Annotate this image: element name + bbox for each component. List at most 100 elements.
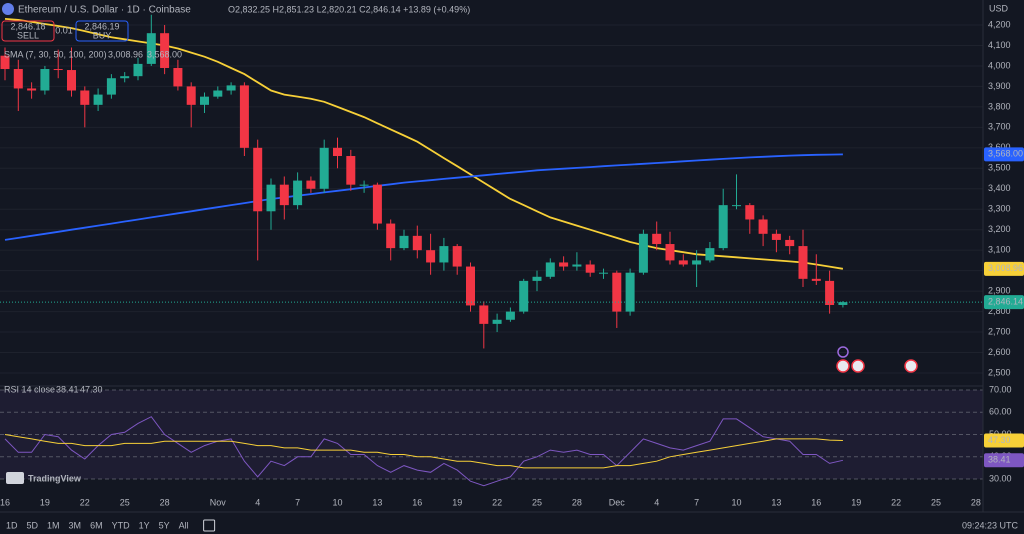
price-badge	[984, 433, 1024, 448]
logo-mark	[6, 472, 24, 484]
candle-body	[798, 246, 808, 279]
x-tick-label: Nov	[210, 497, 227, 507]
x-tick-label: 19	[851, 497, 861, 507]
x-tick-label: 22	[492, 497, 502, 507]
rsi-ma-value: 47.30	[80, 384, 103, 394]
candle-body	[785, 239, 795, 247]
price-badge-label: 3,568.00	[988, 149, 1023, 159]
candle-body	[492, 319, 502, 324]
price-badge	[984, 147, 1024, 162]
price-badge	[984, 453, 1024, 468]
candle-body	[239, 85, 249, 148]
calendar-icon[interactable]	[203, 519, 216, 532]
rsi-tick-label: 70.00	[989, 384, 1012, 394]
range-button[interactable]: 5Y	[159, 520, 170, 530]
buy-button[interactable]	[75, 20, 129, 42]
candle-body	[266, 184, 276, 212]
candle-body	[838, 302, 848, 305]
price-badge	[984, 261, 1024, 276]
symbol: Ethereum / U.S. Dollar · 1D · Coinbase	[18, 5, 191, 16]
candle-body	[120, 76, 130, 79]
price-badge-label: 38.41	[988, 455, 1011, 465]
candle-body	[319, 147, 329, 189]
candle-body	[399, 235, 409, 249]
rsi-tick-label: 30.00	[989, 473, 1012, 483]
candle-body	[652, 233, 662, 245]
sma-line	[4, 18, 844, 270]
x-tick-label: 28	[160, 497, 170, 507]
candle-body	[53, 69, 63, 71]
y-tick-label: 2,700	[988, 326, 1011, 336]
candle-body	[771, 233, 781, 240]
sell-label: SELL	[17, 30, 39, 40]
buy-label: BUY	[93, 30, 112, 40]
logo: TradingView	[28, 473, 82, 483]
candle-body	[253, 147, 263, 212]
rsi-value: 38.41	[56, 384, 79, 394]
candle-body	[612, 272, 622, 312]
candle-body	[638, 233, 648, 273]
y-tick-label: 4,100	[988, 40, 1011, 50]
y-tick-label: 2,600	[988, 347, 1011, 357]
candle-body	[200, 96, 209, 105]
x-tick-label: 10	[332, 497, 342, 507]
candle-body	[133, 63, 143, 77]
candle-body	[572, 264, 582, 267]
y-tick-label: 3,300	[988, 204, 1011, 214]
candle-body	[532, 276, 542, 281]
candle-body	[718, 205, 728, 249]
range-button[interactable]: 1Y	[139, 520, 150, 530]
rsi-line	[4, 434, 843, 469]
candle-body	[745, 205, 755, 220]
y-tick-label: 3,100	[988, 245, 1011, 255]
event-icon[interactable]	[851, 359, 865, 373]
event-icon[interactable]	[836, 359, 850, 373]
rsi-line	[4, 416, 844, 487]
y-tick-label: 3,900	[988, 81, 1011, 91]
x-tick-label: 10	[731, 497, 741, 507]
candle-body	[226, 85, 236, 91]
range-button[interactable]: All	[179, 520, 189, 530]
candle-body	[27, 88, 37, 91]
candle-body	[412, 235, 422, 251]
candle-body	[13, 69, 23, 89]
candle-body	[505, 311, 515, 320]
range-button[interactable]: 1D	[6, 520, 18, 530]
y-tick-label: 3,200	[988, 224, 1011, 234]
sell-price: 2,846.18	[10, 21, 45, 31]
candle-body	[306, 180, 316, 189]
x-tick-label: 19	[452, 497, 462, 507]
candle-body	[545, 262, 555, 277]
candle-body	[213, 90, 223, 97]
range-button[interactable]: YTD	[112, 520, 131, 530]
ohlc: O2,832.25 H2,851.23 L2,820.21 C2,846.14 …	[228, 4, 470, 14]
range-button[interactable]: 5D	[27, 520, 39, 530]
x-tick-label: 13	[372, 497, 382, 507]
range-button[interactable]: 1M	[47, 520, 60, 530]
range-button[interactable]: 3M	[69, 520, 82, 530]
event-icon[interactable]	[904, 359, 918, 373]
sma30-value: 3,008.96	[108, 49, 143, 59]
y-tick-label: 3,400	[988, 183, 1011, 193]
clock: 09:24:23 UTC	[962, 520, 1019, 530]
candle-body	[705, 248, 715, 261]
candle-body	[811, 278, 821, 281]
range-button[interactable]: 6M	[90, 520, 103, 530]
y-tick-label: 2,800	[988, 306, 1011, 316]
candle-body	[426, 250, 436, 263]
candle-body	[359, 184, 369, 186]
candle-body	[372, 184, 382, 224]
sell-button[interactable]	[1, 20, 55, 42]
price-badge-label: 3,008.96	[988, 263, 1023, 273]
x-tick-label: 25	[532, 497, 542, 507]
candle-body	[0, 55, 10, 70]
candle-body	[732, 205, 741, 207]
x-tick-label: 4	[654, 497, 659, 507]
x-tick-label: Dec	[609, 497, 626, 507]
price-badge-label: 2,846.14	[988, 297, 1023, 307]
event-icon[interactable]	[837, 346, 849, 358]
currency: USD	[989, 3, 1009, 13]
candle-body	[678, 260, 688, 265]
